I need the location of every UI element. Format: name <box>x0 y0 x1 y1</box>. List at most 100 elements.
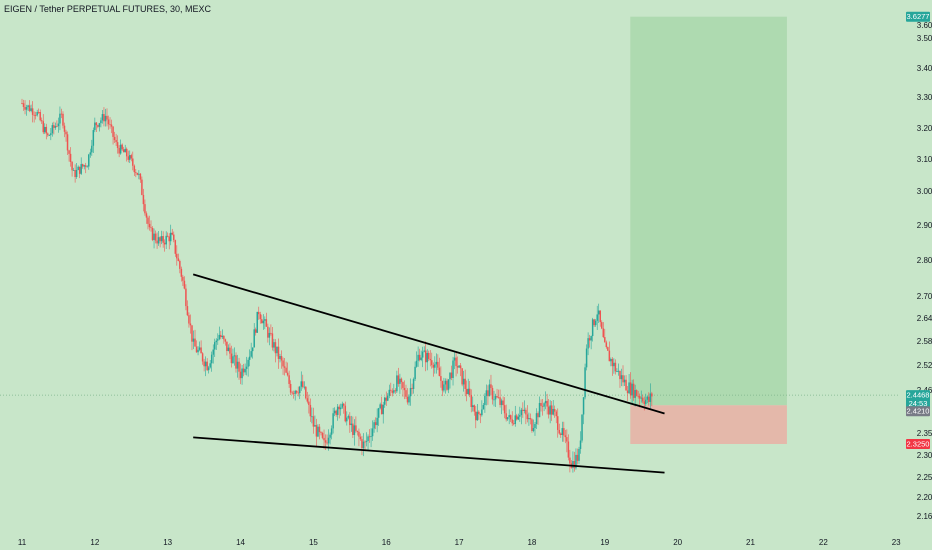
candle <box>420 357 422 360</box>
profit-zone[interactable] <box>630 16 787 406</box>
candle <box>500 400 503 405</box>
candle <box>289 383 292 393</box>
candle <box>173 234 175 241</box>
candle <box>341 403 343 408</box>
candle <box>171 232 174 235</box>
candle <box>578 448 580 461</box>
candle <box>84 165 87 167</box>
candle <box>541 405 544 407</box>
candle <box>648 396 650 402</box>
candle <box>166 235 169 237</box>
candle <box>89 152 92 155</box>
candle <box>529 418 532 420</box>
candle <box>601 322 603 329</box>
candle <box>450 372 453 378</box>
lower-trendline[interactable] <box>193 436 665 474</box>
candle <box>283 366 286 368</box>
candle <box>133 165 136 173</box>
candle <box>391 390 394 393</box>
candle <box>440 376 442 381</box>
candle <box>333 410 336 414</box>
price-axis[interactable]: 3.6000 3.5000 3.4000 3.3000 3.2000 3.1000 3.00… <box>917 21 932 521</box>
candle <box>242 368 245 373</box>
candle <box>553 409 556 412</box>
candle <box>576 454 579 461</box>
candle <box>176 253 178 259</box>
candle <box>300 381 303 387</box>
candle <box>359 436 362 440</box>
candle <box>326 442 328 444</box>
candle <box>497 397 500 399</box>
y-tick-label: 3.6000 <box>917 21 932 30</box>
entry-price-badge-text: 2.4210 <box>907 407 930 416</box>
candle <box>119 144 122 154</box>
candle <box>147 217 149 224</box>
candle <box>344 405 347 422</box>
candle <box>154 233 157 241</box>
candle <box>92 130 95 146</box>
candle <box>415 360 418 367</box>
candle <box>50 133 52 136</box>
candle <box>370 436 372 438</box>
candle <box>517 416 520 420</box>
time-axis[interactable]: 11 12 13 14 15 16 17 18 19 20 21 22 23 <box>18 538 901 547</box>
candle <box>364 441 366 443</box>
candle <box>607 347 609 351</box>
y-tick-label: 2.3000 <box>917 451 932 460</box>
candle <box>640 397 642 399</box>
candle <box>540 402 542 406</box>
candle <box>40 120 43 122</box>
y-tick-label: 3.5000 <box>917 34 932 43</box>
upper-trendline[interactable] <box>192 273 665 415</box>
candle <box>124 148 126 153</box>
candle <box>651 393 653 397</box>
candle <box>346 417 348 422</box>
candle <box>493 399 495 401</box>
candle <box>549 405 551 415</box>
candle <box>189 323 192 326</box>
candle <box>186 306 189 316</box>
candle <box>358 431 360 437</box>
trendlines-group[interactable] <box>192 273 665 474</box>
x-tick-label: 12 <box>90 538 99 547</box>
candle <box>265 319 268 327</box>
candle <box>362 441 365 449</box>
x-tick-label: 17 <box>455 538 464 547</box>
candle <box>268 332 271 338</box>
candle <box>323 437 325 441</box>
candle <box>303 386 306 388</box>
candle <box>86 166 89 168</box>
candle <box>220 334 222 338</box>
candle <box>198 347 201 350</box>
candle <box>53 125 55 128</box>
candle <box>276 346 278 354</box>
candle <box>21 103 23 104</box>
candle <box>106 115 108 120</box>
candle <box>625 379 627 391</box>
candle <box>305 386 307 399</box>
candle <box>472 405 474 407</box>
candle <box>605 342 608 348</box>
candle <box>233 355 236 357</box>
candle <box>479 414 482 416</box>
candle <box>614 362 617 372</box>
candle <box>638 396 641 399</box>
candle <box>462 378 465 385</box>
candle <box>88 154 90 167</box>
candle <box>622 375 624 383</box>
candle <box>138 173 140 175</box>
candle <box>379 404 381 409</box>
candle <box>213 342 216 350</box>
candle <box>646 396 649 400</box>
candle <box>24 106 26 110</box>
candle <box>356 430 359 432</box>
candle <box>150 227 152 229</box>
stop-price-badge-text: 2.3250 <box>907 440 930 449</box>
candle <box>520 409 523 416</box>
candle <box>620 375 623 380</box>
candle <box>295 390 298 393</box>
candle <box>230 353 233 364</box>
